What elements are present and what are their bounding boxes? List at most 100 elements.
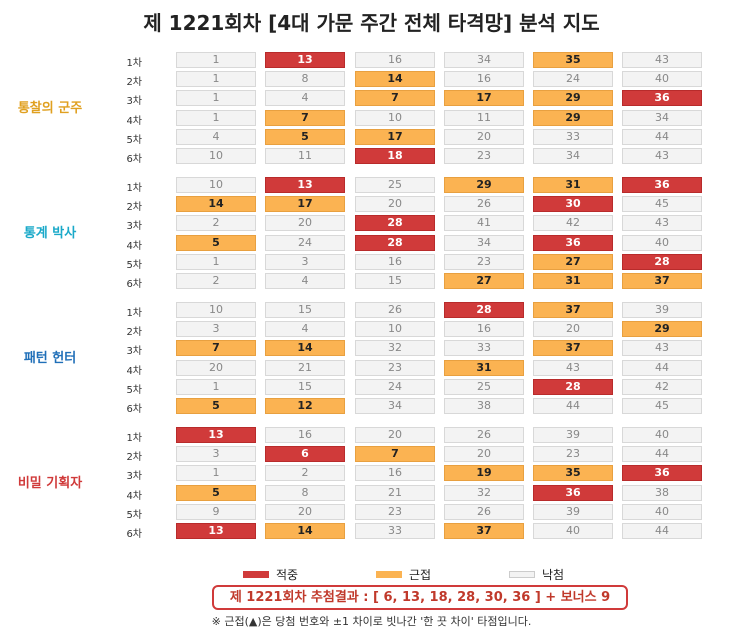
number-cell: 36 — [533, 484, 613, 501]
number-cell: 30 — [533, 196, 613, 213]
number-cell: 40 — [622, 427, 702, 443]
round-label: 1차 — [126, 183, 142, 194]
legend: 적중 근접 낙첨 — [0, 566, 743, 582]
round-label: 4차 — [126, 240, 142, 252]
number-cell: 31 — [533, 273, 613, 289]
number-cell: 28 — [355, 215, 435, 232]
number-cell: 10 — [176, 302, 256, 318]
number-cell: 4 — [265, 90, 345, 107]
number-cell: 20 — [265, 215, 345, 232]
number-cell: 43 — [622, 52, 702, 68]
round-label: 6차 — [126, 529, 142, 540]
number-cell: 26 — [444, 503, 524, 520]
number-cell: 28 — [444, 302, 524, 318]
legend-label: 근접 — [409, 568, 432, 582]
number-cell: 32 — [444, 484, 524, 501]
number-cell: 19 — [444, 465, 524, 482]
round-label: 1차 — [126, 308, 142, 319]
number-cell: 23 — [355, 359, 435, 376]
number-cell: 39 — [533, 503, 613, 520]
number-cell: 20 — [265, 503, 345, 520]
number-cell: 34 — [444, 234, 524, 251]
number-cell: 44 — [622, 359, 702, 376]
number-cell: 14 — [176, 196, 256, 213]
number-cell: 3 — [176, 321, 256, 338]
number-cell: 1 — [176, 90, 256, 107]
number-cell: 24 — [355, 378, 435, 395]
legend-label: 낙첨 — [542, 568, 565, 582]
number-cell: 5 — [176, 398, 256, 414]
number-cell: 40 — [533, 523, 613, 539]
round-label: 2차 — [126, 452, 142, 464]
number-cell: 5 — [176, 484, 256, 501]
number-cell: 3 — [176, 446, 256, 463]
legend-label: 적중 — [276, 568, 299, 582]
round-label: 3차 — [126, 221, 142, 233]
number-cell: 16 — [355, 253, 435, 270]
round-label: 4차 — [126, 365, 142, 377]
number-cell: 34 — [355, 398, 435, 414]
draw-result: 제 1221회차 추첨결과 : [ 6, 13, 18, 28, 30, 36 … — [212, 585, 628, 610]
round-label: 4차 — [126, 490, 142, 502]
number-cell: 43 — [622, 148, 702, 164]
group-name: 통찰의 군주 — [17, 101, 83, 116]
round-label: 3차 — [126, 346, 142, 358]
number-cell: 38 — [444, 398, 524, 414]
round-label: 5차 — [126, 384, 142, 396]
number-cell: 21 — [265, 359, 345, 376]
number-cell: 36 — [622, 465, 702, 482]
number-cell: 3 — [265, 253, 345, 270]
number-cell: 20 — [533, 321, 613, 338]
number-cell: 20 — [444, 128, 524, 145]
number-cell: 33 — [355, 523, 435, 539]
round-label: 1차 — [126, 433, 142, 444]
number-cell: 13 — [176, 427, 256, 443]
number-cell: 11 — [265, 148, 345, 164]
number-cell: 10 — [355, 109, 435, 126]
number-cell: 44 — [622, 446, 702, 463]
round-label: 3차 — [126, 96, 142, 108]
number-cell: 40 — [622, 503, 702, 520]
number-cell: 7 — [176, 340, 256, 357]
number-cell: 15 — [355, 273, 435, 289]
legend-swatch — [243, 571, 269, 578]
number-cell: 8 — [265, 484, 345, 501]
group-name: 비밀 기획자 — [17, 476, 83, 491]
number-cell: 29 — [622, 321, 702, 338]
round-label: 5차 — [126, 259, 142, 271]
number-cell: 1 — [176, 109, 256, 126]
number-cell: 41 — [444, 215, 524, 232]
footnote: ※ 근접(▲)은 당첨 번호와 ±1 차이로 빗나간 '한 끗 차이' 타점입니… — [211, 615, 532, 628]
number-cell: 7 — [265, 109, 345, 126]
number-cell: 34 — [533, 148, 613, 164]
number-cell: 11 — [444, 109, 524, 126]
number-cell: 43 — [622, 215, 702, 232]
number-cell: 36 — [533, 234, 613, 251]
number-cell: 38 — [622, 484, 702, 501]
round-label: 5차 — [126, 134, 142, 146]
number-cell: 42 — [533, 215, 613, 232]
number-cell: 16 — [444, 71, 524, 88]
number-cell: 12 — [265, 398, 345, 414]
number-cell: 13 — [265, 52, 345, 68]
number-cell: 35 — [533, 52, 613, 68]
number-cell: 20 — [176, 359, 256, 376]
number-cell: 5 — [265, 128, 345, 145]
number-cell: 13 — [176, 523, 256, 539]
number-cell: 14 — [355, 71, 435, 88]
number-cell: 1 — [176, 465, 256, 482]
number-cell: 17 — [355, 128, 435, 145]
group-name: 패턴 헌터 — [23, 351, 77, 366]
number-cell: 26 — [444, 427, 524, 443]
number-cell: 45 — [622, 398, 702, 414]
number-cell: 25 — [355, 177, 435, 193]
round-label: 2차 — [126, 77, 142, 89]
number-cell: 42 — [622, 378, 702, 395]
legend-swatch — [376, 571, 402, 578]
number-cell: 17 — [444, 90, 524, 107]
legend-swatch — [509, 571, 535, 578]
number-cell: 33 — [533, 128, 613, 145]
number-cell: 4 — [176, 128, 256, 145]
number-cell: 23 — [355, 503, 435, 520]
number-cell: 34 — [444, 52, 524, 68]
